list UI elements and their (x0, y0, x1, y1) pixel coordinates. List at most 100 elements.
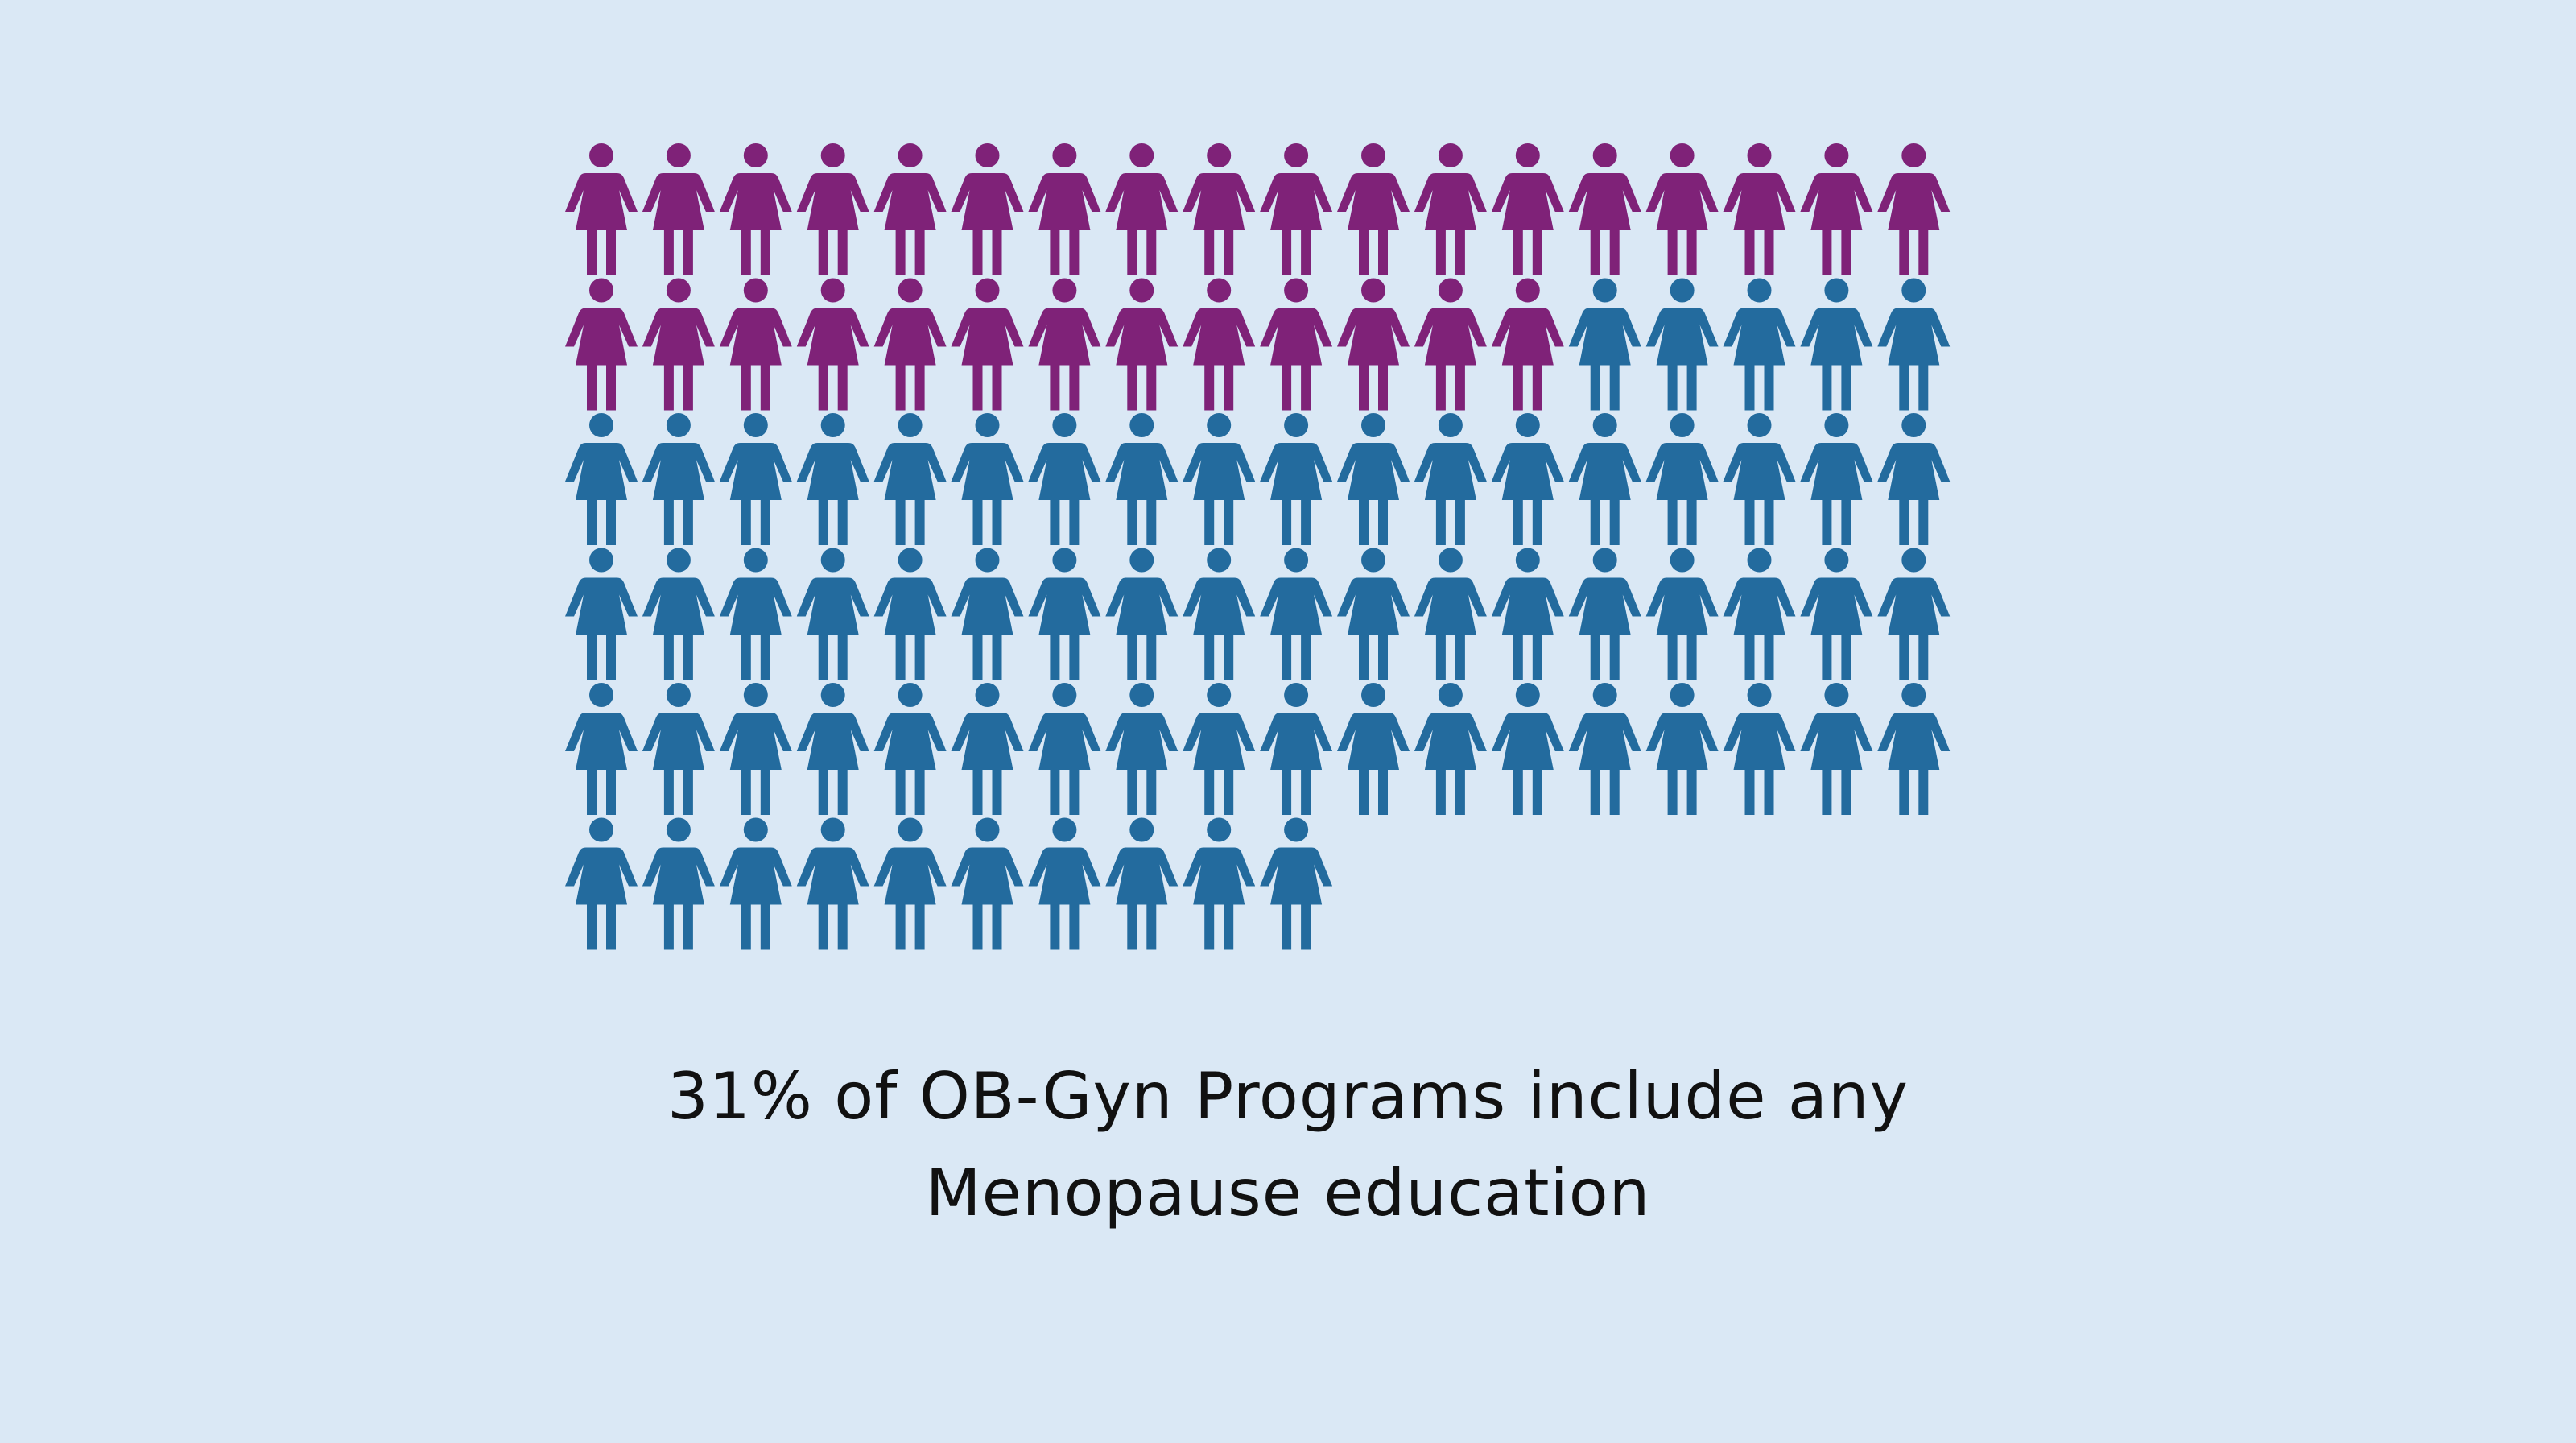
woman-icon (1877, 278, 1951, 411)
woman-icon (1723, 683, 1796, 815)
woman-icon (1723, 548, 1796, 680)
woman-icon (1260, 683, 1333, 815)
woman-icon (1414, 548, 1487, 680)
woman-icon (719, 817, 792, 950)
woman-icon-highlighted (1414, 278, 1487, 411)
woman-icon (642, 683, 715, 815)
woman-icon (1645, 683, 1719, 815)
woman-icon (1028, 683, 1101, 815)
woman-icon (951, 548, 1024, 680)
woman-icon (1568, 683, 1641, 815)
woman-icon-highlighted (796, 143, 869, 275)
woman-icon (873, 817, 947, 950)
woman-icon (565, 683, 638, 815)
caption-line-2: Menopause education (925, 1156, 1651, 1230)
woman-icon (642, 817, 715, 950)
woman-icon-highlighted (1183, 278, 1256, 411)
woman-icon (951, 817, 1024, 950)
woman-icon (1568, 548, 1641, 680)
woman-icon (1337, 683, 1410, 815)
woman-icon (565, 413, 638, 545)
woman-icon (1491, 413, 1564, 545)
woman-icon-highlighted (1105, 143, 1179, 275)
woman-icon-highlighted (642, 278, 715, 411)
woman-icon (1414, 683, 1487, 815)
woman-icon-highlighted (1260, 278, 1333, 411)
woman-icon (1491, 548, 1564, 680)
woman-icon (719, 683, 792, 815)
woman-icon-highlighted (719, 278, 792, 411)
woman-icon-highlighted (873, 278, 947, 411)
woman-icon (565, 548, 638, 680)
woman-icon (873, 683, 947, 815)
woman-icon-highlighted (1105, 278, 1179, 411)
woman-icon (1260, 413, 1333, 545)
woman-icon (1183, 413, 1256, 545)
woman-icon (1105, 817, 1179, 950)
woman-icon-highlighted (1260, 143, 1333, 275)
woman-icon (1568, 278, 1641, 411)
woman-icon (1800, 683, 1873, 815)
woman-icon-highlighted (796, 278, 869, 411)
woman-icon (1260, 548, 1333, 680)
woman-icon-highlighted (1491, 143, 1564, 275)
woman-icon (642, 413, 715, 545)
woman-icon (1800, 278, 1873, 411)
woman-icon-highlighted (1414, 143, 1487, 275)
woman-icon (1183, 683, 1256, 815)
woman-icon (719, 413, 792, 545)
woman-icon-highlighted (1645, 143, 1719, 275)
woman-icon (1105, 548, 1179, 680)
woman-icon-highlighted (565, 143, 638, 275)
woman-icon (1800, 548, 1873, 680)
woman-icon-highlighted (1877, 143, 1951, 275)
woman-icon (1723, 278, 1796, 411)
woman-icon (1568, 413, 1641, 545)
woman-icon-highlighted (1568, 143, 1641, 275)
woman-icon (873, 548, 947, 680)
woman-icon (1645, 413, 1719, 545)
woman-icon-highlighted (1028, 278, 1101, 411)
woman-icon (796, 413, 869, 545)
woman-icon (1877, 548, 1951, 680)
woman-icon (1028, 413, 1101, 545)
woman-icon-highlighted (565, 278, 638, 411)
woman-icon (796, 683, 869, 815)
woman-icon (1105, 413, 1179, 545)
woman-icon (796, 548, 869, 680)
woman-icon-highlighted (1337, 143, 1410, 275)
woman-icon-highlighted (873, 143, 947, 275)
woman-icon-highlighted (1337, 278, 1410, 411)
woman-icon-highlighted (1723, 143, 1796, 275)
woman-icon-highlighted (1028, 143, 1101, 275)
woman-icon-highlighted (1491, 278, 1564, 411)
woman-icon-highlighted (719, 143, 792, 275)
woman-icon-highlighted (642, 143, 715, 275)
woman-icon (565, 817, 638, 950)
woman-icon-highlighted (1183, 143, 1256, 275)
woman-icon (1028, 548, 1101, 680)
chart-caption: 31% of OB-Gyn Programs include any Menop… (0, 1048, 2576, 1242)
woman-icon (1183, 817, 1256, 950)
woman-icon (642, 548, 715, 680)
woman-icon (1645, 548, 1719, 680)
caption-line-1: 31% of OB-Gyn Programs include any (667, 1059, 1909, 1134)
woman-icon (1337, 413, 1410, 545)
woman-icon (796, 817, 869, 950)
woman-icon (951, 413, 1024, 545)
woman-icon (1877, 683, 1951, 815)
woman-icon-highlighted (1800, 143, 1873, 275)
woman-icon (719, 548, 792, 680)
woman-icon (1645, 278, 1719, 411)
woman-icon (1723, 413, 1796, 545)
woman-icon (1183, 548, 1256, 680)
woman-icon (1028, 817, 1101, 950)
woman-icon (1414, 413, 1487, 545)
woman-icon (1800, 413, 1873, 545)
woman-icon (1337, 548, 1410, 680)
woman-icon (1260, 817, 1333, 950)
woman-icon-highlighted (951, 143, 1024, 275)
woman-icon (1491, 683, 1564, 815)
woman-icon (1877, 413, 1951, 545)
woman-icon (951, 683, 1024, 815)
